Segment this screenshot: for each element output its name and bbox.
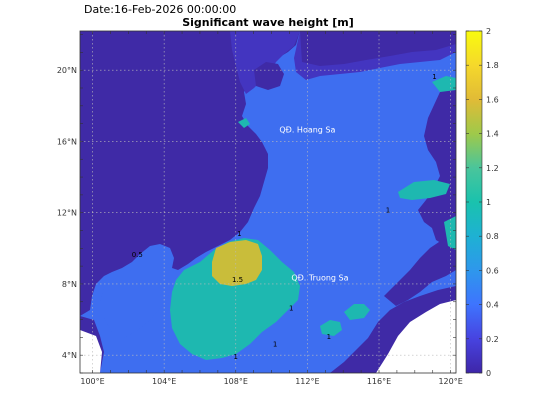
colorbar-ticks: 0 0.2 0.4 0.6 0.8 1 1.2 1.4 1.6 1.8 2 — [466, 27, 499, 378]
mainland-indochina — [80, 31, 300, 316]
wave-zone-moderate — [170, 238, 300, 360]
lon-tick-label-5: 120°E — [438, 377, 462, 386]
colorbar-tick-label-7: 1.4 — [486, 130, 499, 139]
colorbar-tick-label-4: 0.8 — [486, 232, 499, 241]
lat-tick-label-2: 12°N — [57, 209, 77, 218]
lon-tick-label-4: 116°E — [367, 377, 391, 386]
colorbar-tick-label-3: 0.6 — [486, 266, 499, 275]
contour-label-5: 1 — [273, 340, 277, 348]
map-border-ticks — [80, 31, 456, 374]
borneo-interior — [376, 300, 456, 373]
contour-label-2: 1 — [237, 230, 241, 238]
place-labels: QĐ. Hoang Sa QĐ. Truong Sa — [279, 126, 348, 283]
latitude-axis: 4°N 8°N 12°N 16°N 20°N — [57, 66, 77, 360]
wave-zone-east-edge — [444, 216, 456, 250]
south-china-mainland — [300, 31, 456, 66]
palawan-coast — [384, 238, 456, 306]
colorbar-tick-label-1: 0.2 — [486, 335, 499, 344]
wave-zone-south-patch-2 — [344, 304, 370, 320]
map-title: Significant wave height [m] — [182, 16, 354, 29]
luzon-island — [418, 84, 456, 250]
wave-zone-east-luzon — [398, 180, 450, 200]
wave-zone-high — [212, 240, 262, 286]
lon-tick-label-1: 104°E — [152, 377, 176, 386]
longitude-axis: 100°E 104°E 108°E 112°E 116°E 120°E — [80, 377, 462, 386]
colorbar-tick-label-10: 2 — [486, 27, 491, 36]
lat-tick-label-3: 16°N — [57, 137, 77, 146]
lon-tick-label-0: 100°E — [80, 377, 104, 386]
contour-label-0: 1 — [432, 73, 436, 81]
wave-zone-south-patch-1 — [320, 320, 342, 336]
place-label-0: QĐ. Hoang Sa — [279, 126, 335, 135]
small-island-paracel — [238, 118, 250, 128]
hainan-island — [254, 62, 284, 90]
date-label: Date:16-Feb-2026 00:00:00 — [84, 3, 237, 16]
contour-label-3: 0.5 — [132, 251, 143, 259]
map-field — [80, 31, 456, 373]
gulf-of-thailand — [100, 256, 176, 338]
colorbar-tick-label-0: 0 — [486, 369, 491, 378]
contour-label-6: 1 — [234, 353, 238, 361]
place-label-1: QĐ. Truong Sa — [291, 273, 348, 282]
lat-tick-label-0: 4°N — [62, 351, 77, 360]
colorbar-tick-label-8: 1.6 — [486, 95, 499, 104]
lon-tick-label-3: 112°E — [295, 377, 319, 386]
gulf-of-tonkin — [230, 31, 300, 94]
lat-tick-label-4: 20°N — [57, 66, 77, 75]
colorbar-tick-label-9: 1.8 — [486, 61, 499, 70]
contour-label-7: 1 — [386, 207, 390, 215]
land-white-southwest — [80, 330, 102, 373]
lat-tick-label-1: 8°N — [62, 280, 77, 289]
colorbar-tick-label-6: 1.2 — [486, 164, 499, 173]
contour-label-4: 1 — [289, 305, 293, 313]
contour-label-1: 1.5 — [232, 276, 243, 284]
wave-zone-northeast — [432, 76, 456, 92]
map-grid — [80, 31, 456, 373]
lon-tick-label-2: 108°E — [224, 377, 248, 386]
contour-labels: 1 1.5 1 0.5 1 1 1 1 1 — [132, 73, 437, 361]
colorbar-tick-label-5: 1 — [486, 198, 491, 207]
map-frame — [79, 30, 457, 374]
colorbar-tick-label-2: 0.4 — [486, 301, 499, 310]
contour-label-8: 1 — [327, 333, 331, 341]
